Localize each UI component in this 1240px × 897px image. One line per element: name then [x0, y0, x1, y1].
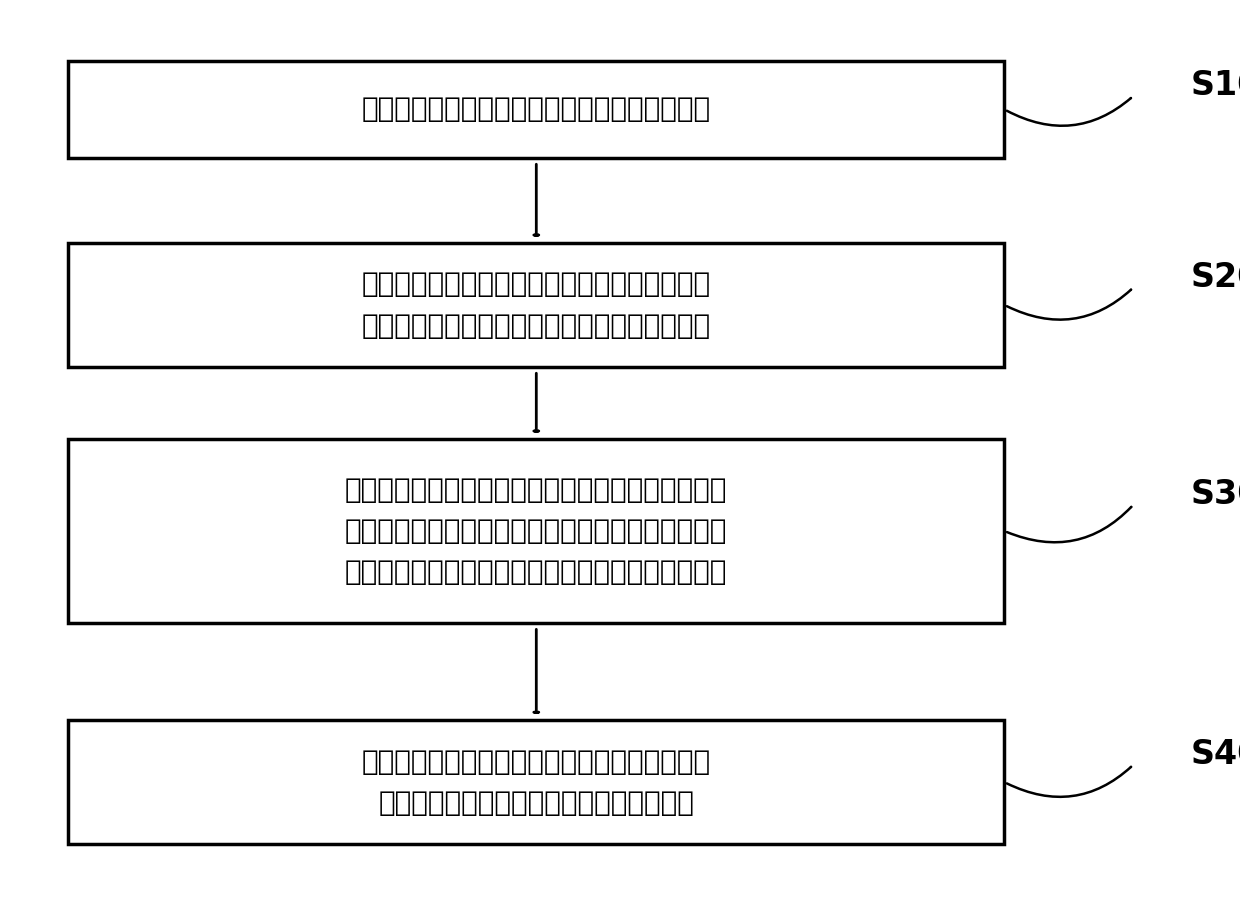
FancyArrowPatch shape [1007, 507, 1131, 543]
FancyArrowPatch shape [1007, 98, 1131, 126]
Text: S300: S300 [1190, 478, 1240, 511]
FancyArrowPatch shape [1007, 767, 1131, 797]
Text: 将应用程序输出的当前帧存储在第一缓存单元中: 将应用程序输出的当前帧存储在第一缓存单元中 [362, 95, 711, 124]
FancyBboxPatch shape [68, 440, 1004, 623]
Text: S400: S400 [1190, 738, 1240, 771]
FancyBboxPatch shape [68, 61, 1004, 158]
FancyBboxPatch shape [68, 720, 1004, 844]
Text: S200: S200 [1190, 261, 1240, 294]
Text: 当启用帧率提升模式时，基于人工智能算法预测第二
缓存单元中的当前帧和当前帧的前一帧之间的中间关
键帧，并将预测出的中间关键帧输出到第二缓存单元: 当启用帧率提升模式时，基于人工智能算法预测第二 缓存单元中的当前帧和当前帧的前一… [345, 475, 728, 587]
Text: 当启用帧率提升模式时，将应用程序输出的所述
当前帧和当前帧的前一帧存储在第二缓存单元中: 当启用帧率提升模式时，将应用程序输出的所述 当前帧和当前帧的前一帧存储在第二缓存… [362, 270, 711, 340]
FancyBboxPatch shape [68, 243, 1004, 367]
Text: 当启用帧率提升模式时，先后显示第二缓存单元
中的中间关键帧和第一缓存单元中的当前帧: 当启用帧率提升模式时，先后显示第二缓存单元 中的中间关键帧和第一缓存单元中的当前… [362, 747, 711, 817]
Text: S100: S100 [1190, 69, 1240, 102]
FancyArrowPatch shape [1007, 290, 1131, 319]
